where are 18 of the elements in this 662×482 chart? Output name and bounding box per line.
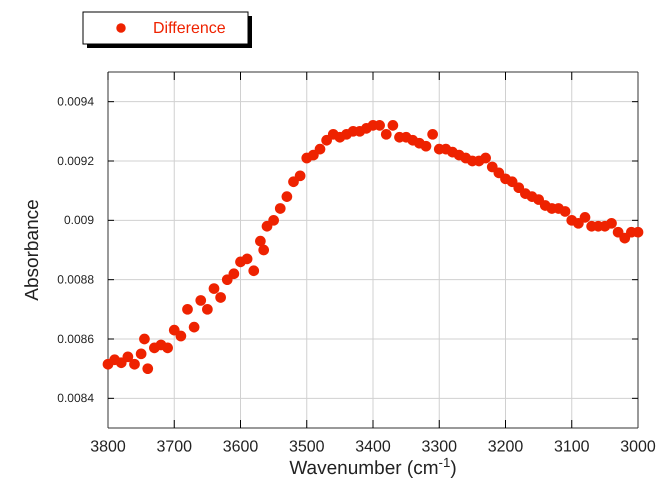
y-tick-label: 0.0088 (57, 272, 94, 287)
legend-label: Difference (153, 20, 226, 37)
y-tick-label: 0.0094 (57, 94, 94, 109)
y-tick-label: 0.0086 (57, 332, 94, 346)
x-tick-label: 3500 (288, 438, 325, 456)
x-axis-title: Wavenumber (cm$^{-1}$) (289, 454, 457, 479)
x-tick-label: 3100 (554, 438, 590, 456)
x-tick-label: 3400 (355, 438, 391, 456)
x-tick-label: 3300 (421, 438, 458, 456)
x-tick-label: 3700 (156, 438, 192, 456)
x-tick-label: 3200 (488, 438, 524, 456)
y-axis-title: Absorbance (22, 199, 43, 301)
y-tick-label: 0.009 (64, 213, 94, 228)
x-tick-label: 3600 (222, 438, 258, 456)
x-tick-label: 3000 (620, 438, 656, 456)
y-tick-label: 0.0084 (57, 391, 94, 406)
x-tick-label: 3800 (90, 438, 126, 456)
y-tick-label: 0.0092 (57, 154, 94, 168)
